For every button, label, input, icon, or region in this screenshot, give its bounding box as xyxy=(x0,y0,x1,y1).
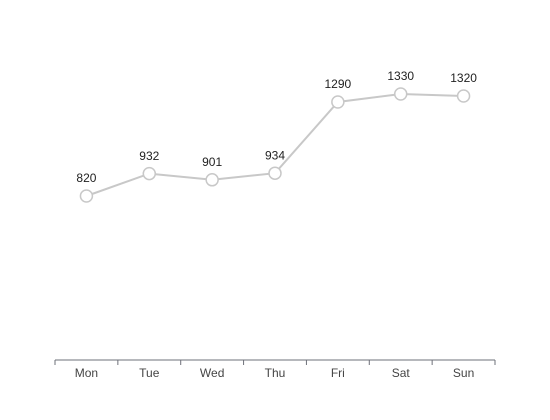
data-label: 1290 xyxy=(325,77,352,91)
point xyxy=(268,166,282,180)
data-label: 820 xyxy=(76,171,96,185)
point xyxy=(456,89,471,103)
line xyxy=(86,92,464,197)
data-label: 1330 xyxy=(387,69,414,83)
x-tick-label: Mon xyxy=(75,366,98,380)
x-tick-label: Wed xyxy=(200,366,224,380)
x-tick-label: Tue xyxy=(139,366,160,380)
point xyxy=(393,87,408,101)
data-label: 1320 xyxy=(450,71,477,85)
x-tick-label: Thu xyxy=(265,366,286,380)
x-tick-label: Sat xyxy=(392,366,411,380)
point xyxy=(79,189,94,203)
point xyxy=(142,166,157,181)
x-tick-label: Fri xyxy=(331,366,345,380)
point xyxy=(205,173,219,187)
x-tick-label: Sun xyxy=(453,366,474,380)
data-label: 934 xyxy=(265,148,285,162)
data-label: 932 xyxy=(139,149,159,163)
data-label: 901 xyxy=(202,155,222,169)
point xyxy=(331,95,345,109)
